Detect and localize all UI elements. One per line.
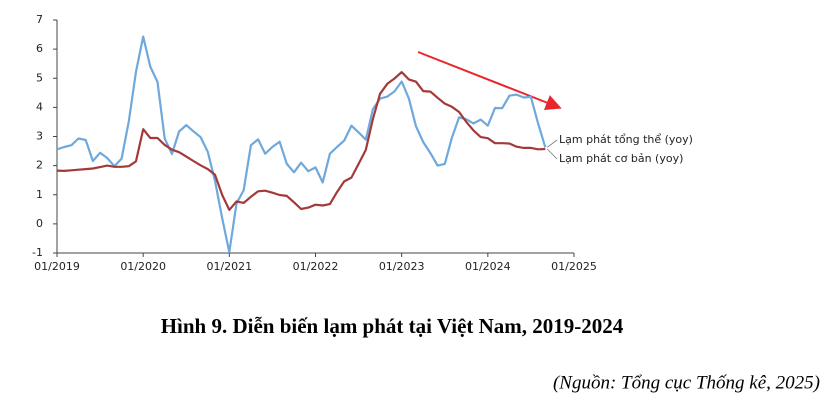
y-tick-label: 3 bbox=[36, 130, 43, 143]
y-tick-label: 0 bbox=[36, 217, 43, 230]
label-leader bbox=[546, 148, 558, 160]
chart-title: Hình 9. Diễn biến lạm phát tại Việt Nam,… bbox=[161, 314, 624, 338]
x-tick-label: 01/2022 bbox=[293, 260, 339, 273]
y-tick-label: 5 bbox=[36, 71, 43, 84]
x-tick-label: 01/2024 bbox=[465, 260, 511, 273]
series-label: Lạm phát tổng thể (yoy) bbox=[559, 133, 693, 146]
label-leader bbox=[547, 139, 558, 148]
y-tick-label: 2 bbox=[36, 159, 43, 172]
x-tick-label: 01/2019 bbox=[34, 260, 80, 273]
x-tick-label: 01/2021 bbox=[206, 260, 252, 273]
source-note: (Nguồn: Tổng cục Thống kê, 2025) bbox=[553, 372, 820, 393]
trend-arrow bbox=[417, 51, 562, 111]
y-tick-label: 6 bbox=[36, 42, 43, 55]
y-tick-label: 7 bbox=[36, 13, 43, 26]
x-tick-label: 01/2025 bbox=[551, 260, 597, 273]
x-tick-label: 01/2020 bbox=[120, 260, 166, 273]
y-tick-label: 4 bbox=[36, 100, 43, 113]
y-tick-label: -1 bbox=[32, 246, 43, 259]
series-line bbox=[56, 71, 546, 211]
y-tick-label: 1 bbox=[36, 188, 43, 201]
x-tick-label: 01/2023 bbox=[379, 260, 425, 273]
series-label: Lạm phát cơ bản (yoy) bbox=[559, 152, 683, 165]
series-line bbox=[56, 35, 547, 254]
